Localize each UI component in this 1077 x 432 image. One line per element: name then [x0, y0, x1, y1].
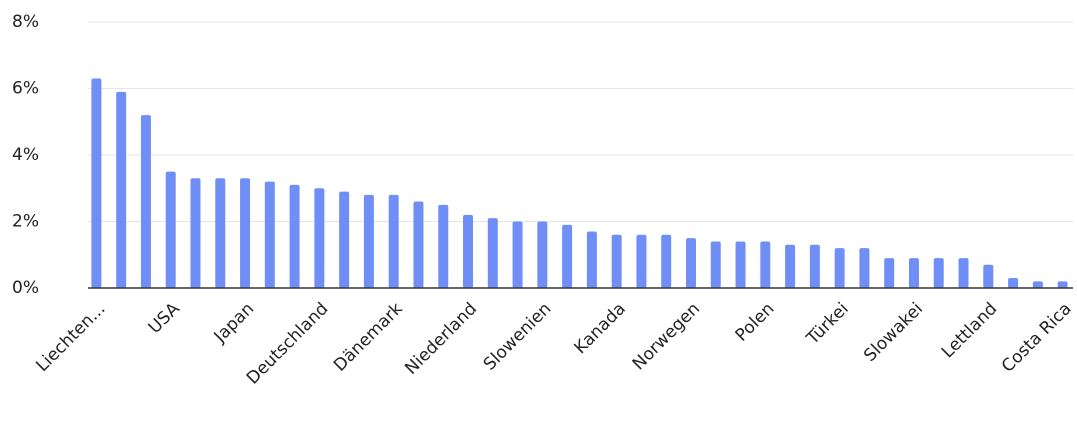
bar — [586, 231, 597, 288]
bar — [785, 244, 796, 288]
bar — [710, 241, 721, 288]
bar — [314, 188, 325, 288]
bar — [463, 214, 474, 288]
x-tick-label: Slowenien — [480, 299, 556, 375]
bar — [636, 234, 647, 288]
bar — [884, 258, 895, 288]
y-tick-label: 6% — [12, 79, 39, 99]
x-tick-label: Türkei — [802, 299, 852, 349]
bar — [363, 194, 374, 288]
bar — [190, 178, 201, 288]
x-tick-label: Costa Rica — [998, 299, 1076, 377]
bar — [289, 184, 300, 288]
bar — [1032, 281, 1043, 288]
bar — [685, 238, 696, 288]
bar — [809, 244, 820, 288]
bar — [487, 218, 498, 288]
bar — [140, 115, 151, 288]
bar — [933, 258, 944, 288]
bar — [562, 224, 573, 288]
x-tick-label: Kanada — [571, 299, 630, 358]
x-tick-label: Lettland — [938, 299, 1001, 362]
bar — [240, 178, 251, 288]
bar — [339, 191, 350, 288]
x-tick-label: Norwegen — [629, 299, 704, 374]
bar — [165, 171, 176, 288]
y-tick-label: 8% — [12, 12, 39, 32]
bar — [438, 204, 449, 288]
bar — [834, 248, 845, 288]
y-tick-label: 2% — [12, 212, 39, 232]
bar — [215, 178, 226, 288]
bar — [91, 78, 102, 289]
x-tick-label: Niederland — [401, 299, 481, 379]
bar — [512, 221, 523, 288]
bar — [1057, 281, 1068, 288]
bar — [958, 258, 969, 288]
bar — [661, 234, 672, 288]
x-tick-label: Polen — [732, 299, 779, 346]
bar — [537, 221, 548, 288]
bar — [908, 258, 919, 288]
bar — [611, 234, 622, 288]
bar — [413, 201, 424, 288]
x-tick-label: USA — [145, 299, 184, 338]
bar — [264, 181, 275, 288]
y-tick-label: 4% — [12, 145, 39, 165]
bar — [859, 248, 870, 288]
bar — [116, 91, 127, 288]
bar — [388, 194, 399, 288]
bar — [760, 241, 771, 288]
bar — [983, 264, 994, 288]
x-tick-label: Slowakei — [860, 299, 927, 366]
bar — [1008, 278, 1019, 288]
x-tick-label: Dänemark — [330, 299, 407, 376]
x-tick-label: Liechten... — [32, 299, 109, 376]
y-tick-label: 0% — [12, 278, 39, 298]
x-tick-label: Japan — [210, 299, 258, 347]
bar — [735, 241, 746, 288]
